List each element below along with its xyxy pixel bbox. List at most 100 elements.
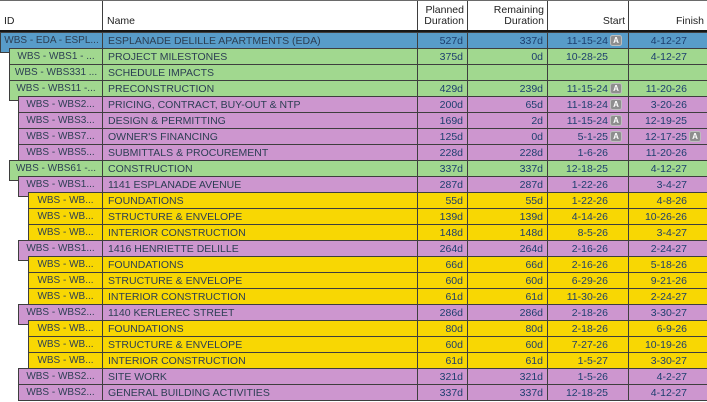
finish-date-cell[interactable] bbox=[629, 64, 707, 81]
finish-date-cell[interactable]: 5-18-26 bbox=[629, 256, 707, 273]
remaining-duration-cell[interactable]: 228d bbox=[468, 144, 548, 161]
wbs-id-cell[interactable]: WBS - WBS2... bbox=[18, 384, 103, 401]
wbs-id-cell[interactable]: WBS - WBS2... bbox=[18, 368, 103, 385]
wbs-name-cell[interactable]: STRUCTURE & ENVELOPE bbox=[103, 208, 418, 225]
remaining-duration-cell[interactable]: 61d bbox=[468, 288, 548, 305]
wbs-name-cell[interactable]: INTERIOR CONSTRUCTION bbox=[103, 288, 418, 305]
planned-duration-cell[interactable]: 264d bbox=[418, 240, 468, 257]
start-date-cell[interactable]: 1-6-26 bbox=[548, 144, 629, 161]
finish-date-cell[interactable]: 3-4-27 bbox=[629, 176, 707, 193]
finish-date-cell[interactable]: 12-19-25 bbox=[629, 112, 707, 129]
finish-date-cell[interactable]: 12-17-25 A bbox=[629, 128, 707, 145]
start-date-cell[interactable]: 12-18-25 bbox=[548, 160, 629, 177]
planned-duration-cell[interactable]: 286d bbox=[418, 304, 468, 321]
planned-duration-cell[interactable]: 200d bbox=[418, 96, 468, 113]
wbs-name-cell[interactable]: 1140 KERLEREC STREET bbox=[103, 304, 418, 321]
planned-duration-cell[interactable]: 429d bbox=[418, 80, 468, 97]
remaining-duration-cell[interactable]: 337d bbox=[468, 384, 548, 401]
remaining-duration-cell[interactable]: 0d bbox=[468, 128, 548, 145]
remaining-duration-cell[interactable]: 80d bbox=[468, 320, 548, 337]
remaining-duration-cell[interactable]: 2d bbox=[468, 112, 548, 129]
planned-duration-cell[interactable]: 148d bbox=[418, 224, 468, 241]
wbs-name-cell[interactable]: FOUNDATIONS bbox=[103, 192, 418, 209]
wbs-name-cell[interactable]: STRUCTURE & ENVELOPE bbox=[103, 336, 418, 353]
column-header-id[interactable]: ID bbox=[0, 1, 103, 30]
wbs-name-cell[interactable]: DESIGN & PERMITTING bbox=[103, 112, 418, 129]
planned-duration-cell[interactable]: 337d bbox=[418, 384, 468, 401]
wbs-id-cell[interactable]: WBS - WB... bbox=[28, 352, 103, 369]
wbs-id-cell[interactable]: WBS - WB... bbox=[28, 256, 103, 273]
remaining-duration-cell[interactable]: 286d bbox=[468, 304, 548, 321]
start-date-cell[interactable]: 11-15-24 A bbox=[548, 112, 629, 129]
planned-duration-cell[interactable]: 66d bbox=[418, 256, 468, 273]
wbs-name-cell[interactable]: SITE WORK bbox=[103, 368, 418, 385]
finish-date-cell[interactable]: 10-26-26 bbox=[629, 208, 707, 225]
wbs-id-cell[interactable]: WBS - WB... bbox=[28, 320, 103, 337]
wbs-name-cell[interactable]: PRECONSTRUCTION bbox=[103, 80, 418, 97]
remaining-duration-cell[interactable]: 287d bbox=[468, 176, 548, 193]
remaining-duration-cell[interactable]: 60d bbox=[468, 336, 548, 353]
remaining-duration-cell[interactable]: 148d bbox=[468, 224, 548, 241]
start-date-cell[interactable]: 1-5-27 bbox=[548, 352, 629, 369]
planned-duration-cell[interactable]: 61d bbox=[418, 352, 468, 369]
planned-duration-cell[interactable]: 61d bbox=[418, 288, 468, 305]
finish-date-cell[interactable]: 2-24-27 bbox=[629, 240, 707, 257]
wbs-name-cell[interactable]: SUBMITTALS & PROCUREMENT bbox=[103, 144, 418, 161]
planned-duration-cell[interactable]: 125d bbox=[418, 128, 468, 145]
finish-date-cell[interactable]: 3-4-27 bbox=[629, 224, 707, 241]
wbs-id-cell[interactable]: WBS - WB... bbox=[28, 208, 103, 225]
wbs-id-cell[interactable]: WBS - WBS1... bbox=[18, 240, 103, 257]
finish-date-cell[interactable]: 10-19-26 bbox=[629, 336, 707, 353]
wbs-id-cell[interactable]: WBS - WBS1 - ... bbox=[9, 48, 103, 65]
wbs-id-cell[interactable]: WBS - WBS2... bbox=[18, 304, 103, 321]
column-header-planned-duration[interactable]: Planned Duration bbox=[418, 1, 468, 30]
wbs-id-cell[interactable]: WBS - WBS5... bbox=[18, 144, 103, 161]
column-header-name[interactable]: Name bbox=[103, 1, 418, 30]
finish-date-cell[interactable]: 4-12-27 bbox=[629, 160, 707, 177]
planned-duration-cell[interactable]: 287d bbox=[418, 176, 468, 193]
planned-duration-cell[interactable]: 80d bbox=[418, 320, 468, 337]
start-date-cell[interactable]: 11-15-24 A bbox=[548, 80, 629, 97]
remaining-duration-cell[interactable]: 264d bbox=[468, 240, 548, 257]
wbs-name-cell[interactable]: STRUCTURE & ENVELOPE bbox=[103, 272, 418, 289]
finish-date-cell[interactable]: 4-12-27 bbox=[629, 384, 707, 401]
start-date-cell[interactable]: 2-18-26 bbox=[548, 304, 629, 321]
finish-date-cell[interactable]: 6-9-26 bbox=[629, 320, 707, 337]
remaining-duration-cell[interactable]: 0d bbox=[468, 48, 548, 65]
remaining-duration-cell[interactable] bbox=[468, 64, 548, 81]
column-header-finish[interactable]: Finish bbox=[629, 1, 707, 30]
start-date-cell[interactable]: 12-18-25 bbox=[548, 384, 629, 401]
remaining-duration-cell[interactable]: 66d bbox=[468, 256, 548, 273]
remaining-duration-cell[interactable]: 61d bbox=[468, 352, 548, 369]
finish-date-cell[interactable]: 4-12-27 bbox=[629, 48, 707, 65]
planned-duration-cell[interactable] bbox=[418, 64, 468, 81]
wbs-name-cell[interactable]: PRICING, CONTRACT, BUY-OUT & NTP bbox=[103, 96, 418, 113]
finish-date-cell[interactable]: 4-8-26 bbox=[629, 192, 707, 209]
wbs-id-cell[interactable]: WBS - WBS61 -... bbox=[9, 160, 103, 177]
wbs-id-cell[interactable]: WBS - WBS11 -... bbox=[9, 80, 103, 97]
wbs-name-cell[interactable]: FOUNDATIONS bbox=[103, 320, 418, 337]
finish-date-cell[interactable]: 3-20-26 bbox=[629, 96, 707, 113]
planned-duration-cell[interactable]: 169d bbox=[418, 112, 468, 129]
start-date-cell[interactable]: 5-1-25 A bbox=[548, 128, 629, 145]
wbs-name-cell[interactable]: ESPLANADE DELILLE APARTMENTS (EDA) bbox=[103, 32, 418, 49]
finish-date-cell[interactable]: 11-20-26 bbox=[629, 144, 707, 161]
start-date-cell[interactable]: 11-15-24 A bbox=[548, 32, 629, 49]
wbs-id-cell[interactable]: WBS - EDA - ESPL... bbox=[0, 32, 103, 49]
planned-duration-cell[interactable]: 321d bbox=[418, 368, 468, 385]
wbs-id-cell[interactable]: WBS - WBS1... bbox=[18, 176, 103, 193]
wbs-id-cell[interactable]: WBS - WBS2... bbox=[18, 96, 103, 113]
wbs-id-cell[interactable]: WBS - WB... bbox=[28, 224, 103, 241]
wbs-id-cell[interactable]: WBS - WBS3... bbox=[18, 112, 103, 129]
remaining-duration-cell[interactable]: 55d bbox=[468, 192, 548, 209]
start-date-cell[interactable]: 1-22-26 bbox=[548, 176, 629, 193]
wbs-name-cell[interactable]: PROJECT MILESTONES bbox=[103, 48, 418, 65]
planned-duration-cell[interactable]: 337d bbox=[418, 160, 468, 177]
wbs-name-cell[interactable]: GENERAL BUILDING ACTIVITIES bbox=[103, 384, 418, 401]
start-date-cell[interactable]: 1-5-26 bbox=[548, 368, 629, 385]
start-date-cell[interactable]: 2-16-26 bbox=[548, 240, 629, 257]
finish-date-cell[interactable]: 9-21-26 bbox=[629, 272, 707, 289]
start-date-cell[interactable]: 7-27-26 bbox=[548, 336, 629, 353]
start-date-cell[interactable]: 6-29-26 bbox=[548, 272, 629, 289]
wbs-name-cell[interactable]: 1141 ESPLANADE AVENUE bbox=[103, 176, 418, 193]
